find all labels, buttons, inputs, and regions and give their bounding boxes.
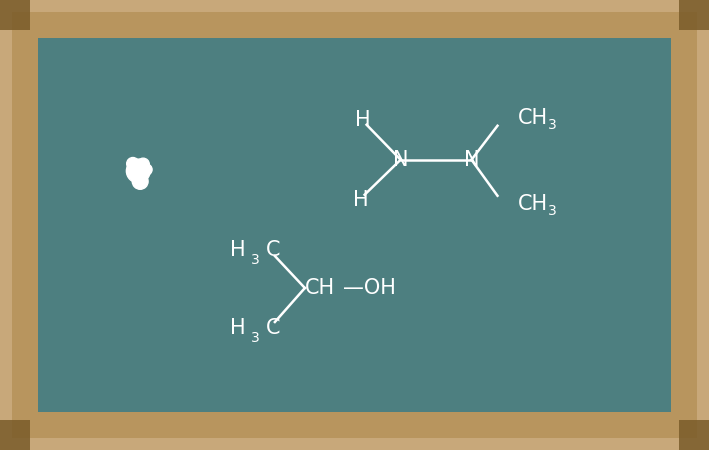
- Bar: [679, 420, 709, 450]
- Circle shape: [141, 164, 152, 175]
- Circle shape: [137, 158, 150, 171]
- Circle shape: [126, 159, 150, 183]
- Text: CH: CH: [518, 108, 547, 128]
- Text: 3: 3: [547, 118, 557, 132]
- Bar: [0, 420, 30, 450]
- Text: CH: CH: [518, 194, 547, 214]
- Text: N: N: [393, 150, 408, 170]
- Text: —OH: —OH: [343, 278, 396, 298]
- Bar: [38, 38, 671, 412]
- Text: H: H: [354, 110, 370, 130]
- Bar: [679, 0, 709, 30]
- Text: 3: 3: [250, 253, 259, 267]
- Text: H: H: [230, 240, 246, 260]
- Text: H: H: [230, 318, 246, 338]
- Text: N: N: [464, 150, 479, 170]
- Circle shape: [127, 158, 139, 170]
- Circle shape: [133, 173, 148, 189]
- Bar: [0, 0, 30, 30]
- Text: 3: 3: [250, 331, 259, 345]
- Text: H: H: [353, 190, 369, 210]
- Text: C: C: [266, 240, 280, 260]
- Text: 3: 3: [547, 204, 557, 218]
- Text: CH: CH: [305, 278, 335, 298]
- Text: C: C: [266, 318, 280, 338]
